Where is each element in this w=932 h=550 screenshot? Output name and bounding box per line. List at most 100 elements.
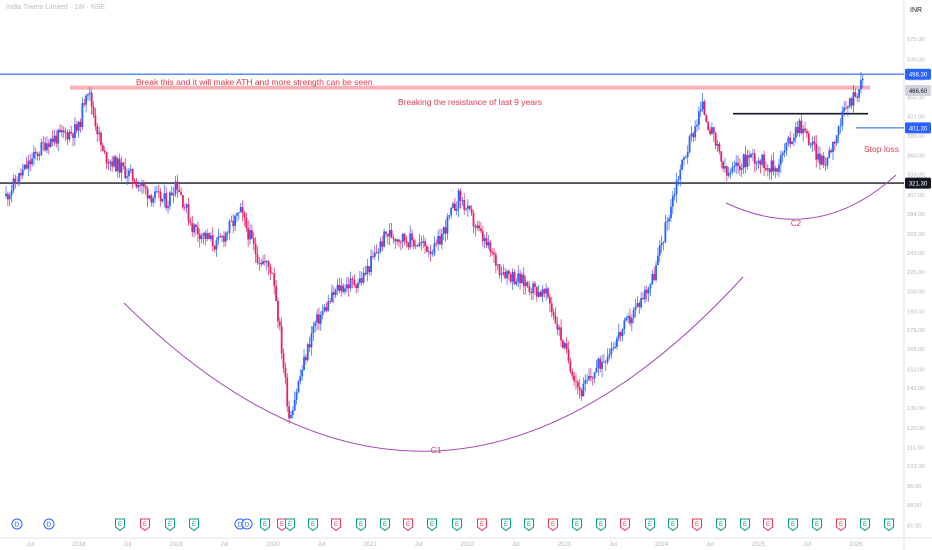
- x-tick-label: Jul: [221, 542, 229, 548]
- y-tick-label: 165.00: [907, 347, 925, 353]
- earnings-marker[interactable]: E: [740, 518, 750, 532]
- candle: [526, 281, 529, 289]
- candle: [575, 372, 577, 390]
- candle: [519, 269, 521, 290]
- dividend-marker[interactable]: D: [11, 518, 23, 530]
- candle: [709, 127, 711, 136]
- candle: [599, 355, 602, 373]
- earnings-marker[interactable]: E: [260, 518, 270, 532]
- candle: [724, 157, 726, 173]
- cup-c2-curve[interactable]: [725, 174, 897, 220]
- earnings-marker[interactable]: E: [356, 518, 366, 532]
- earnings-marker[interactable]: E: [308, 518, 318, 532]
- earnings-marker[interactable]: E: [860, 518, 870, 532]
- svg-text:E: E: [504, 522, 508, 528]
- svg-text:E: E: [288, 522, 292, 528]
- earnings-marker[interactable]: E: [645, 518, 655, 532]
- earnings-marker[interactable]: E: [427, 518, 437, 532]
- candle: [75, 121, 78, 134]
- candle: [792, 133, 795, 147]
- y-tick-label: 360.00: [907, 153, 925, 159]
- earnings-marker[interactable]: E: [716, 518, 726, 532]
- time-axis[interactable]: Jul 2018 Jul 2019 Jul 2020 Jul 2021 Jul 2022 Jul 20…: [26, 542, 863, 548]
- earnings-marker[interactable]: E: [189, 518, 199, 532]
- candle: [243, 210, 246, 226]
- svg-text:E: E: [263, 522, 267, 528]
- candle: [277, 296, 279, 329]
- candle: [182, 194, 184, 211]
- candle: [588, 368, 590, 382]
- x-tick-label: 2020: [266, 542, 280, 548]
- candle: [437, 230, 440, 251]
- candle: [94, 107, 97, 131]
- candle: [448, 215, 451, 220]
- candle: [62, 126, 65, 139]
- candle: [284, 362, 287, 385]
- candle: [358, 270, 361, 286]
- dividend-marker[interactable]: D: [241, 518, 253, 530]
- svg-text:E: E: [359, 522, 363, 528]
- earnings-marker[interactable]: E: [572, 518, 582, 532]
- candle: [794, 121, 797, 143]
- candle: [81, 96, 84, 130]
- earnings-marker[interactable]: E: [115, 518, 125, 532]
- candle: [487, 235, 490, 250]
- candle: [696, 119, 698, 132]
- y-tick-label: 130.00: [907, 406, 925, 412]
- candle: [40, 138, 43, 157]
- earnings-marker[interactable]: E: [477, 518, 487, 532]
- candle: [746, 149, 749, 170]
- svg-text:E: E: [168, 522, 172, 528]
- candle: [217, 228, 220, 246]
- earnings-marker[interactable]: E: [501, 518, 511, 532]
- candle: [342, 283, 345, 294]
- candle: [433, 236, 436, 257]
- earnings-marker[interactable]: E: [668, 518, 678, 532]
- earnings-marker[interactable]: E: [380, 518, 390, 532]
- candle: [327, 294, 330, 312]
- x-tick-label: 2018: [72, 542, 86, 548]
- candle: [839, 118, 842, 134]
- candle: [349, 271, 352, 292]
- candle: [334, 288, 337, 298]
- candle: [386, 233, 389, 245]
- earnings-marker[interactable]: E: [331, 518, 341, 532]
- earnings-marker[interactable]: E: [285, 518, 295, 532]
- x-tick-label: 2026: [849, 542, 863, 548]
- candle: [735, 155, 738, 175]
- x-tick-label: 2019: [169, 542, 183, 548]
- candle: [791, 141, 793, 145]
- earnings-marker[interactable]: E: [140, 518, 150, 532]
- candle: [278, 317, 281, 331]
- earnings-marker[interactable]: E: [763, 518, 773, 532]
- earnings-marker[interactable]: E: [692, 518, 702, 532]
- earnings-marker[interactable]: E: [403, 518, 413, 532]
- earnings-marker[interactable]: E: [548, 518, 558, 532]
- dividend-marker[interactable]: D: [43, 518, 55, 530]
- candle: [264, 254, 266, 267]
- candle: [852, 85, 855, 114]
- earnings-marker[interactable]: E: [812, 518, 822, 532]
- candle: [580, 387, 583, 402]
- x-tick-label: 2021: [364, 542, 378, 548]
- x-tick-label: 2025: [752, 542, 766, 548]
- candle: [230, 215, 233, 222]
- svg-text:E: E: [719, 522, 723, 528]
- candle: [496, 264, 499, 271]
- earnings-marker[interactable]: E: [836, 518, 846, 532]
- earnings-marker[interactable]: E: [884, 518, 894, 532]
- currency-label[interactable]: INR: [910, 7, 923, 14]
- earnings-marker[interactable]: E: [788, 518, 798, 532]
- earnings-marker[interactable]: E: [524, 518, 534, 532]
- y-tick-label: 421.00: [907, 115, 925, 121]
- cup-c1-curve[interactable]: [123, 276, 744, 452]
- earnings-marker[interactable]: E: [452, 518, 462, 532]
- candle: [621, 328, 624, 342]
- earnings-marker[interactable]: E: [620, 518, 630, 532]
- x-tick-label: Jul: [803, 542, 811, 548]
- earnings-marker[interactable]: E: [165, 518, 175, 532]
- price-axis[interactable]: 575.00 530.00 490.00 455.00 421.00 389.00 360.…: [907, 37, 925, 529]
- earnings-marker[interactable]: E: [596, 518, 606, 532]
- candle: [31, 152, 33, 167]
